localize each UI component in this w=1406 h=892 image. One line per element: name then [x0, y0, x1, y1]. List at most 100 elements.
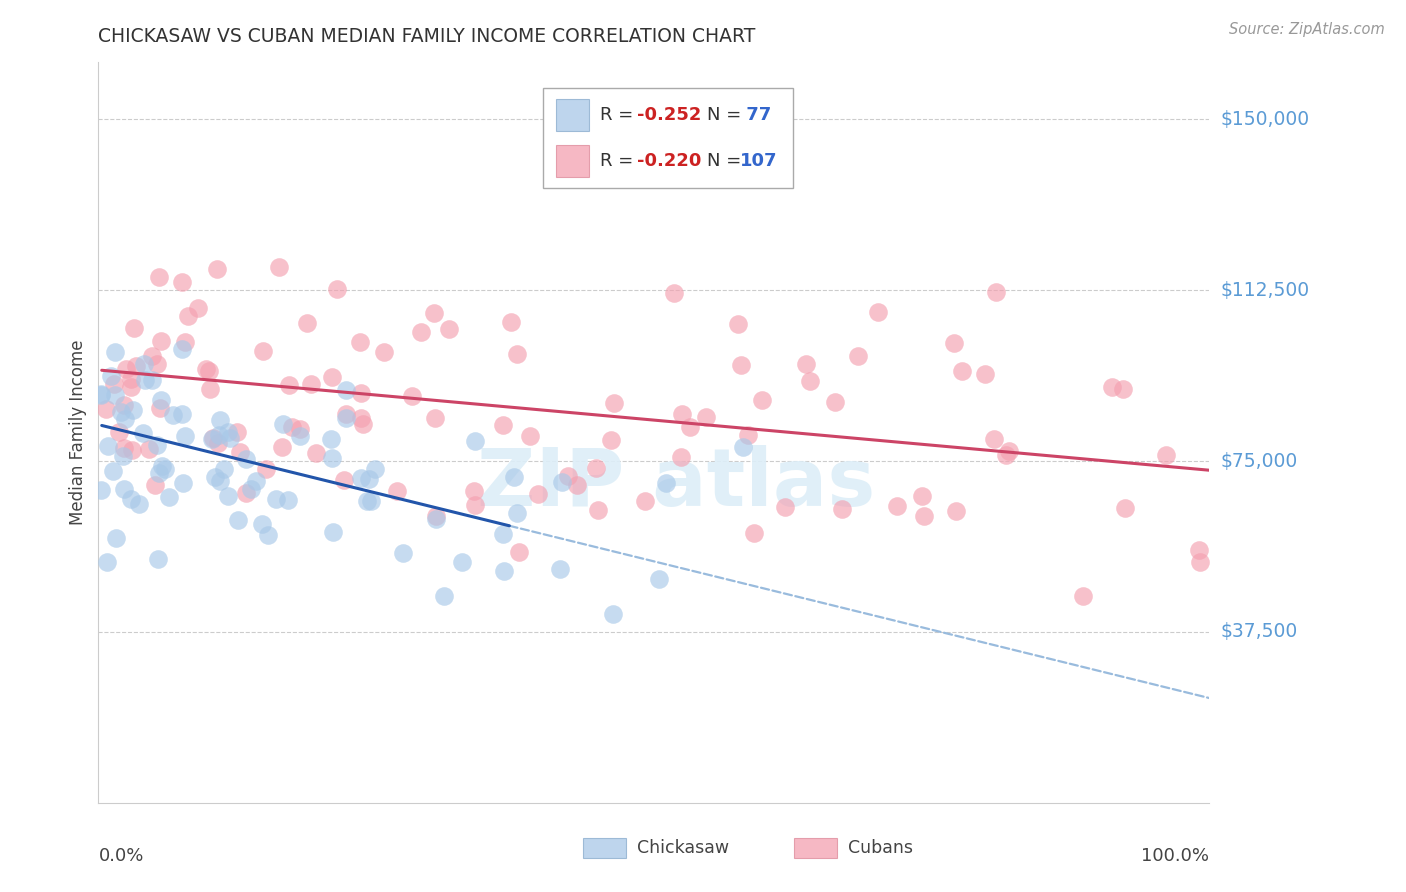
Text: R =: R = — [600, 106, 640, 124]
Point — [271, 440, 294, 454]
Point — [655, 475, 678, 490]
Point — [90, 386, 112, 401]
Text: $75,000: $75,000 — [1220, 451, 1298, 471]
Point — [526, 486, 548, 500]
Point — [912, 508, 935, 523]
Point — [295, 316, 318, 330]
Point — [385, 483, 408, 498]
Point — [208, 412, 231, 426]
Point — [96, 401, 118, 416]
Point — [134, 373, 156, 387]
Point — [172, 342, 194, 356]
Point — [586, 503, 609, 517]
Point — [170, 276, 193, 290]
Point — [226, 425, 249, 440]
Point — [519, 429, 541, 443]
Point — [742, 525, 765, 540]
Point — [911, 489, 934, 503]
Text: $37,500: $37,500 — [1220, 623, 1298, 641]
Point — [464, 434, 486, 448]
Point — [148, 466, 170, 480]
Point — [773, 500, 796, 514]
Point — [433, 589, 456, 603]
Point — [124, 321, 146, 335]
Point — [1101, 380, 1123, 394]
Point — [634, 493, 657, 508]
Point — [332, 473, 354, 487]
Point — [425, 509, 447, 524]
Point — [950, 364, 973, 378]
Point — [350, 471, 373, 485]
Point — [146, 438, 169, 452]
Text: Chickasaw: Chickasaw — [637, 839, 730, 857]
Point — [217, 489, 239, 503]
Point — [115, 362, 138, 376]
FancyBboxPatch shape — [543, 88, 793, 188]
Point — [508, 545, 530, 559]
Point — [335, 407, 357, 421]
FancyBboxPatch shape — [555, 99, 589, 131]
Point — [177, 310, 200, 324]
Point — [731, 440, 754, 454]
Text: Source: ZipAtlas.com: Source: ZipAtlas.com — [1229, 22, 1385, 37]
Point — [252, 343, 274, 358]
Point — [107, 425, 129, 440]
Point — [671, 407, 693, 421]
Point — [373, 344, 395, 359]
Point — [146, 552, 169, 566]
Point — [149, 393, 172, 408]
Point — [201, 432, 224, 446]
Text: $150,000: $150,000 — [1220, 110, 1309, 128]
Text: 77: 77 — [741, 106, 772, 124]
Text: -0.220: -0.220 — [637, 153, 702, 170]
Point — [995, 448, 1018, 462]
Point — [125, 359, 148, 374]
Point — [202, 431, 225, 445]
Point — [352, 417, 374, 432]
Point — [254, 462, 277, 476]
Point — [364, 461, 387, 475]
Point — [271, 417, 294, 431]
Point — [205, 262, 228, 277]
Text: 100.0%: 100.0% — [1142, 847, 1209, 865]
Point — [217, 425, 239, 440]
Point — [212, 462, 235, 476]
Point — [392, 546, 415, 560]
Point — [226, 513, 249, 527]
Point — [173, 335, 195, 350]
Point — [173, 428, 195, 442]
Point — [209, 474, 232, 488]
Point — [153, 461, 176, 475]
Point — [145, 358, 167, 372]
Text: ZIP atlas: ZIP atlas — [477, 445, 875, 524]
Point — [599, 434, 621, 448]
Text: CHICKASAW VS CUBAN MEDIAN FAMILY INCOME CORRELATION CHART: CHICKASAW VS CUBAN MEDIAN FAMILY INCOME … — [98, 27, 756, 45]
Point — [141, 349, 163, 363]
Point — [96, 555, 118, 569]
Point — [112, 398, 135, 412]
Point — [172, 475, 194, 490]
Point — [208, 428, 231, 442]
Text: N =: N = — [707, 153, 747, 170]
Point — [111, 449, 134, 463]
Point — [150, 458, 173, 473]
Point — [824, 395, 846, 409]
Point — [101, 464, 124, 478]
Point — [679, 420, 702, 434]
Point — [557, 469, 579, 483]
Point — [322, 524, 344, 539]
Point — [112, 482, 135, 496]
Point — [945, 503, 967, 517]
Point — [1188, 542, 1211, 557]
Point — [122, 403, 145, 417]
Point — [360, 493, 382, 508]
Point — [128, 497, 150, 511]
Point — [200, 382, 222, 396]
Point — [97, 439, 120, 453]
Point — [187, 301, 209, 316]
Point — [120, 491, 142, 506]
Point — [506, 347, 529, 361]
Point — [411, 325, 433, 339]
Point — [1188, 555, 1211, 569]
FancyBboxPatch shape — [555, 145, 589, 178]
